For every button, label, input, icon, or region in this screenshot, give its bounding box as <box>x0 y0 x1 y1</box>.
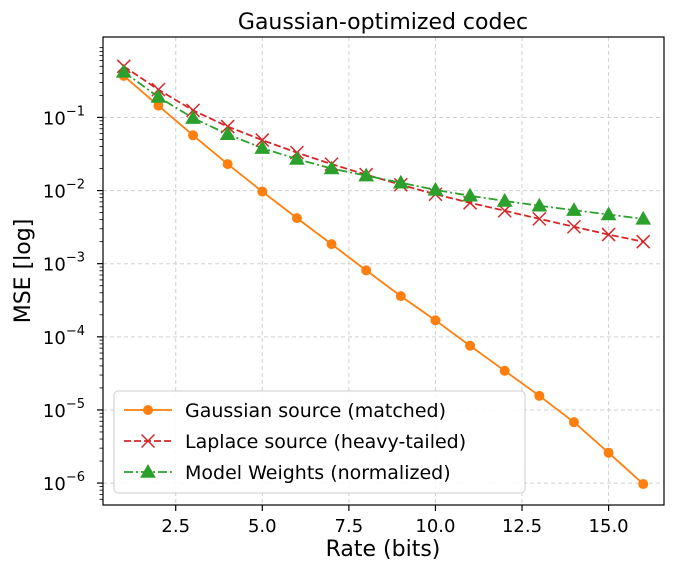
data-point <box>115 63 132 78</box>
data-point <box>392 174 409 189</box>
data-point <box>566 219 581 234</box>
series-line <box>123 65 644 243</box>
data-point <box>568 417 579 428</box>
data-point <box>430 315 441 326</box>
y-tick-label: 10−2 <box>43 178 85 203</box>
data-point <box>566 202 582 216</box>
y-tick-label: 10−1 <box>43 104 85 129</box>
y-tick-label: 10−3 <box>43 251 85 276</box>
data-point <box>427 181 444 196</box>
data-point <box>531 197 548 212</box>
data-point <box>462 187 478 202</box>
x-tick-label: 7.5 <box>335 516 364 537</box>
series-2 <box>115 63 652 225</box>
data-point <box>255 133 270 148</box>
y-tick-label: 10−4 <box>43 324 85 349</box>
y-tick-label: 10−5 <box>43 397 85 422</box>
data-point <box>289 151 305 165</box>
data-point <box>254 140 271 154</box>
data-point <box>499 365 510 376</box>
data-point <box>600 206 617 221</box>
series-line <box>123 75 644 485</box>
legend-label: Laplace source (heavy-tailed) <box>185 431 466 453</box>
legend-marker <box>140 433 156 449</box>
series-line <box>123 71 644 220</box>
data-point <box>603 447 614 458</box>
x-tick-label: 5.0 <box>248 516 277 537</box>
chart-title: Gaussian-optimized codec <box>238 10 528 35</box>
legend-label: Gaussian source (matched) <box>185 400 446 422</box>
x-tick-label: 10.0 <box>415 516 455 537</box>
legend-label: Model Weights (normalized) <box>185 462 451 484</box>
data-point <box>638 479 649 490</box>
y-tick-label: 10−6 <box>43 470 85 495</box>
x-tick-label: 15.0 <box>589 516 629 537</box>
legend-item: Gaussian source (matched) <box>124 400 446 422</box>
data-point <box>465 340 476 351</box>
legend-item: Laplace source (heavy-tailed) <box>124 431 466 453</box>
data-point <box>323 160 340 175</box>
axis-ticks: 2.5 5.0 7.5 10.0 12.5 15.0 10−6 10−5 10−4 10−3 10−… <box>43 47 629 537</box>
x-tick-label: 12.5 <box>502 516 542 537</box>
legend: Gaussian source (matched) Laplace source … <box>113 390 526 494</box>
data-point <box>257 186 268 197</box>
data-point <box>222 159 233 170</box>
data-point <box>188 130 199 141</box>
y-axis-label: MSE [log] <box>11 219 36 324</box>
data-point <box>185 110 201 124</box>
data-point <box>291 213 302 224</box>
data-point <box>636 234 651 249</box>
data-point <box>395 291 406 302</box>
data-point <box>358 167 375 182</box>
data-point <box>601 227 616 242</box>
legend-box <box>113 390 526 494</box>
data-point <box>219 126 236 140</box>
series-1 <box>116 59 651 249</box>
legend-marker <box>140 463 156 478</box>
x-axis-label: Rate (bits) <box>326 537 441 562</box>
data-point <box>326 239 337 250</box>
data-point <box>496 192 513 207</box>
data-point <box>150 89 167 103</box>
plot-area <box>102 36 665 506</box>
legend-item: Model Weights (normalized) <box>124 462 451 484</box>
x-tick-label: 2.5 <box>161 516 190 537</box>
data-point <box>532 211 547 226</box>
series-layer <box>115 59 652 490</box>
legend-marker <box>143 405 153 415</box>
data-point <box>361 265 372 276</box>
data-point <box>534 390 545 401</box>
data-point <box>635 210 652 225</box>
